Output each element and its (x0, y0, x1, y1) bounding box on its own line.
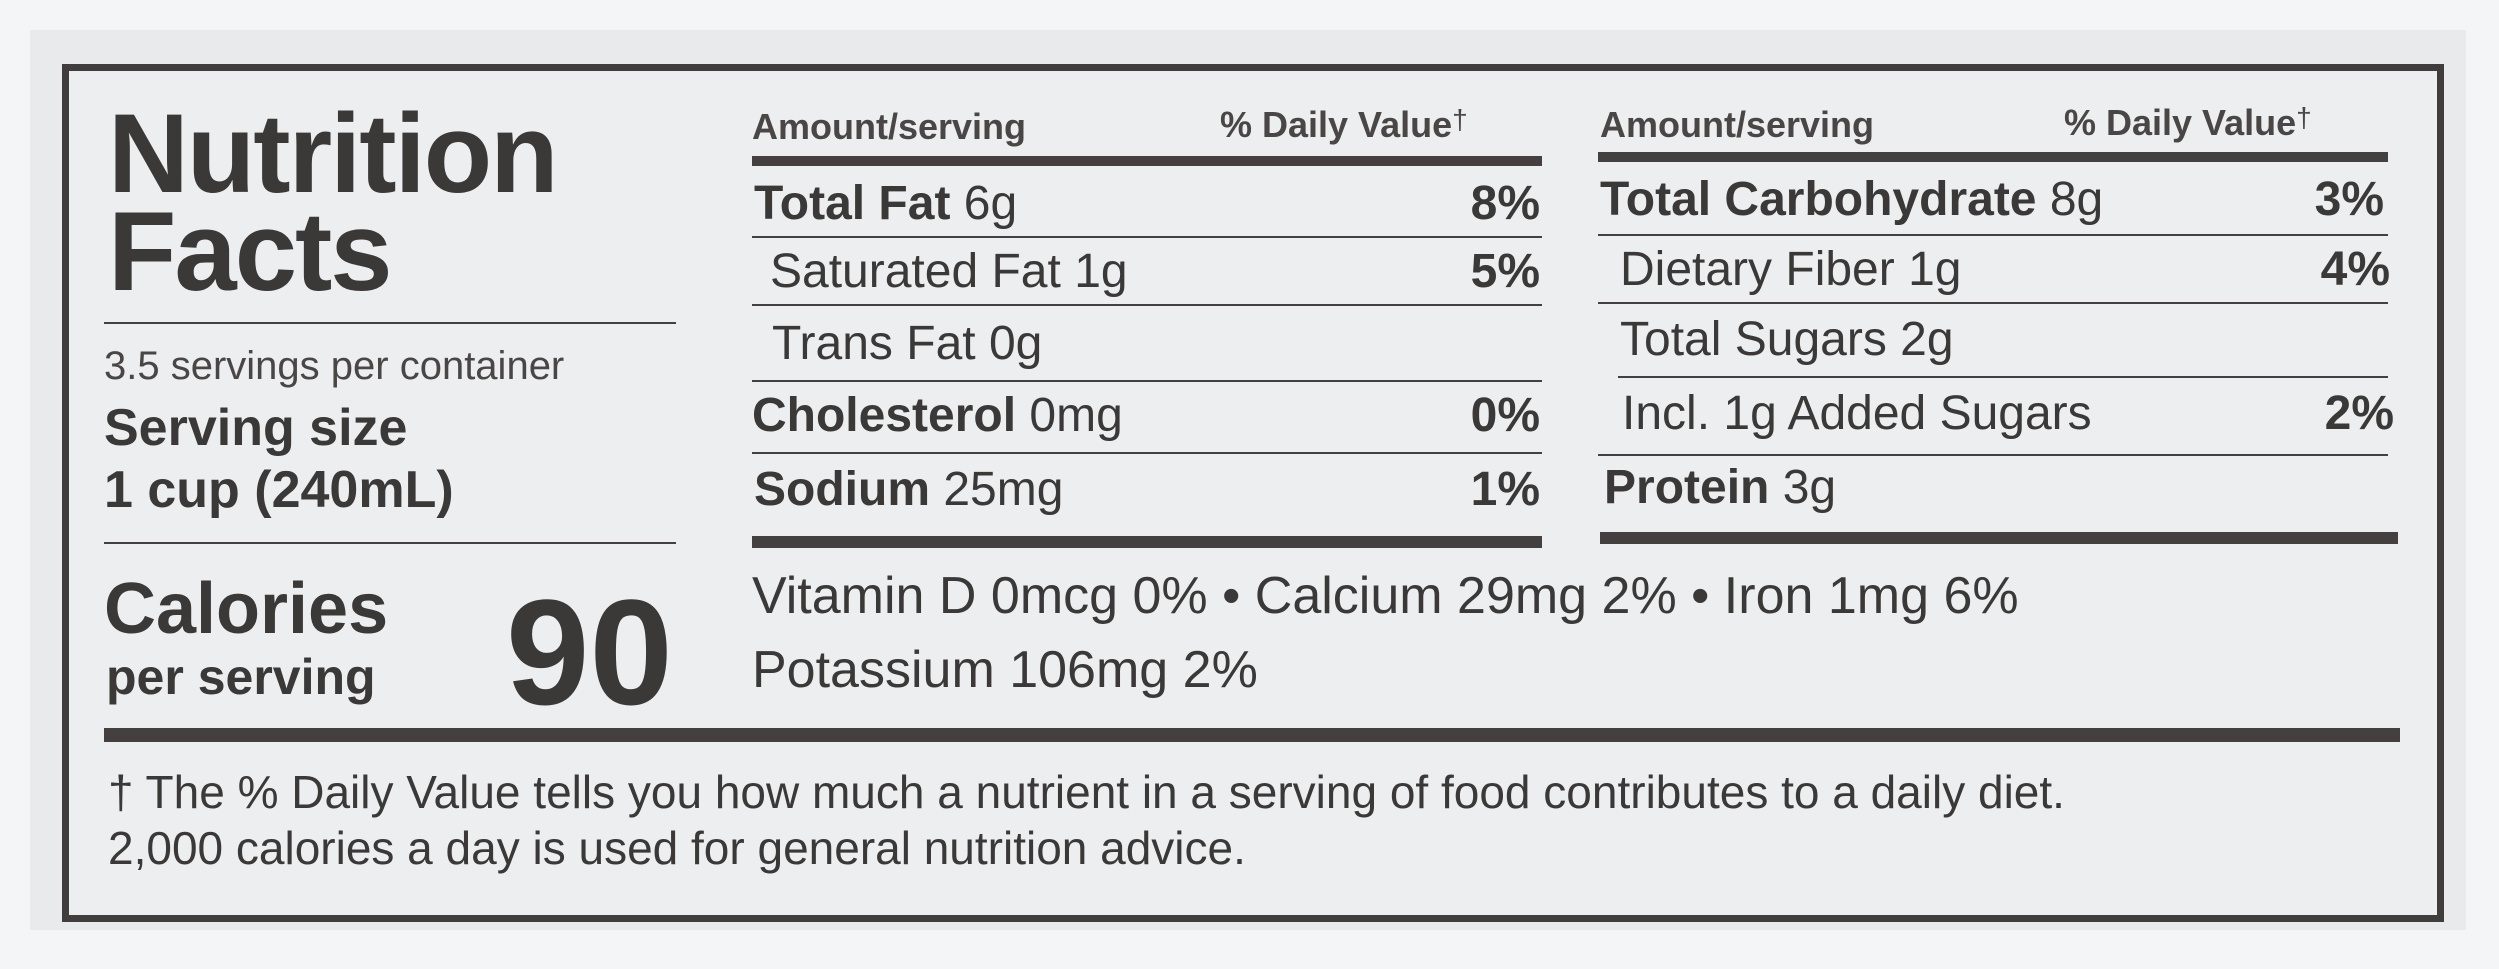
calories-sublabel: per serving (106, 649, 376, 705)
dv-total-carbohydrate: 3% (2314, 173, 2384, 226)
nutrition-facts-frame (62, 64, 2444, 922)
row-total-fat: Total Fat 6g (754, 177, 1018, 230)
divider (752, 304, 1542, 306)
row-total-sugars: Total Sugars 2g (1620, 313, 1954, 366)
serving-size-label: Serving size (104, 399, 408, 457)
dv-saturated-fat: 5% (1470, 245, 1540, 298)
divider (1618, 376, 2388, 378)
right-header-amount: Amount/serving (1600, 104, 1875, 145)
divider (752, 452, 1542, 454)
footnote-line-2: 2,000 calories a day is used for general… (108, 822, 1246, 874)
divider (752, 236, 1542, 238)
divider (1598, 302, 2388, 304)
title-facts: Facts (108, 189, 393, 314)
divider (104, 542, 676, 544)
title-nutrition: Nutrition (108, 91, 559, 216)
thick-divider (104, 728, 2400, 742)
serving-size-value: 1 cup (240mL) (104, 461, 454, 519)
calories-value: 90 (506, 568, 673, 736)
left-header-dv: % Daily Value† (1220, 104, 1468, 145)
dv-added-sugars: 2% (2324, 387, 2394, 440)
row-added-sugars: Incl. 1g Added Sugars (1622, 387, 2092, 440)
footnote-line-1: † The % Daily Value tells you how much a… (108, 766, 2065, 818)
vitamins-line-2: Potassium 106mg 2% (752, 641, 1258, 699)
thick-divider (1600, 532, 2398, 544)
thick-divider (752, 536, 1542, 548)
row-trans-fat: Trans Fat 0g (772, 317, 1043, 370)
right-header-dv: % Daily Value† (2064, 102, 2312, 143)
divider (104, 322, 676, 324)
left-header-amount: Amount/serving (752, 106, 1027, 147)
row-cholesterol: Cholesterol 0mg (752, 389, 1123, 442)
divider (752, 380, 1542, 382)
row-sodium: Sodium 25mg (754, 463, 1064, 516)
divider (1598, 234, 2388, 236)
servings-per-container: 3.5 servings per container (104, 344, 565, 388)
row-total-carbohydrate: Total Carbohydrate 8g (1600, 173, 2104, 226)
divider (1598, 454, 2388, 456)
calories-label: Calories (104, 569, 389, 649)
dv-sodium: 1% (1470, 463, 1540, 516)
row-dietary-fiber: Dietary Fiber 1g (1620, 243, 1962, 296)
dv-dietary-fiber: 4% (2320, 243, 2390, 296)
vitamins-line-1: Vitamin D 0mcg 0% • Calcium 29mg 2% • Ir… (752, 567, 2019, 625)
dv-total-fat: 8% (1470, 177, 1540, 230)
thick-divider (752, 156, 1542, 166)
row-saturated-fat: Saturated Fat 1g (770, 245, 1128, 298)
row-protein: Protein 3g (1604, 461, 1837, 514)
thick-divider (1598, 152, 2388, 162)
dv-cholesterol: 0% (1470, 389, 1540, 442)
